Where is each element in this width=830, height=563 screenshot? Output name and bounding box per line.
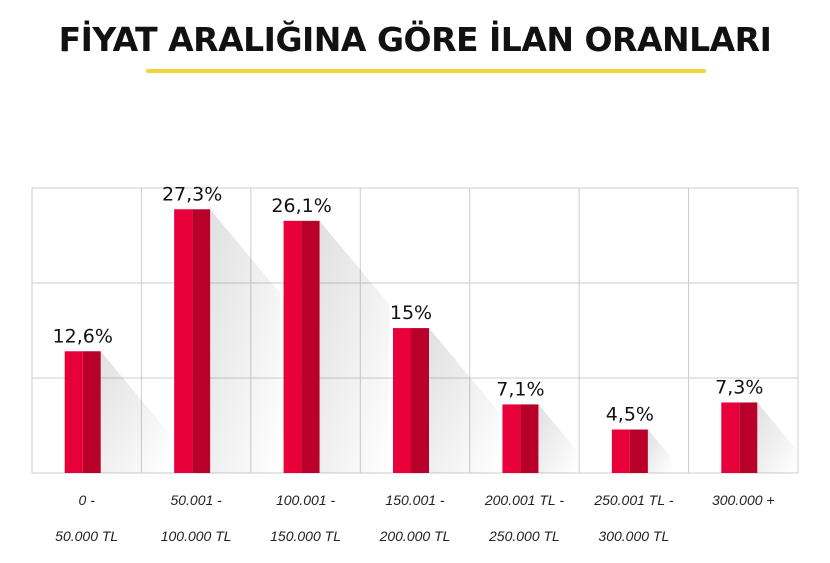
data-label-6: 7,3% bbox=[715, 376, 763, 398]
category-labels: 0 - 50.000 TL 50.001 - 100.000 TL 100.001 - 1… bbox=[55, 492, 774, 544]
bar-right-face-3 bbox=[411, 328, 429, 473]
category-label-0-line-2: 50.000 TL bbox=[55, 528, 118, 544]
category-label-0-line-1: 0 - bbox=[79, 492, 96, 508]
category-label-5-line-1: 250.001 TL - bbox=[593, 492, 673, 508]
bar-1 bbox=[174, 209, 211, 473]
data-label-0: 12,6% bbox=[53, 325, 113, 347]
bar-shadow-3 bbox=[429, 328, 499, 473]
data-label-3: 15% bbox=[390, 302, 432, 324]
title-underline bbox=[146, 69, 706, 73]
category-label-2-line-1: 100.001 - bbox=[276, 492, 335, 508]
bar-right-face-0 bbox=[82, 351, 101, 473]
category-label-6-line-1: 300.000 + bbox=[712, 492, 775, 508]
bar-right-face-4 bbox=[520, 404, 539, 473]
bar-left-face-2 bbox=[283, 220, 302, 473]
bar-shadow-0 bbox=[100, 351, 168, 473]
bar-shadow-4 bbox=[538, 404, 577, 473]
category-label-4-line-2: 250.000 TL bbox=[488, 528, 560, 544]
bar-shadow-5 bbox=[647, 429, 672, 473]
bar-left-face-3 bbox=[393, 328, 411, 473]
bar-2 bbox=[283, 220, 320, 473]
data-label-4: 7,1% bbox=[496, 378, 544, 400]
bar-6 bbox=[721, 402, 758, 473]
bar-right-face-1 bbox=[192, 209, 211, 473]
bar-right-face-2 bbox=[301, 220, 320, 473]
bar-4 bbox=[502, 404, 539, 473]
category-label-1-line-1: 50.001 - bbox=[170, 492, 222, 508]
data-label-5: 4,5% bbox=[606, 404, 654, 426]
category-label-5-line-2: 300.000 TL bbox=[598, 528, 669, 544]
bar-right-face-6 bbox=[739, 402, 758, 473]
bar-0 bbox=[64, 351, 101, 473]
data-labels: 12,6% 27,3% 26,1% 15% 7,1% 4,5% 7,3% bbox=[53, 183, 764, 425]
bar-shadow-1 bbox=[210, 209, 281, 473]
chart-title: FİYAT ARALIĞINA GÖRE İLAN ORANLARI bbox=[58, 20, 772, 59]
bar-5 bbox=[611, 429, 648, 473]
bar-shadow-2 bbox=[319, 220, 390, 473]
category-label-3-line-2: 200.000 TL bbox=[379, 528, 451, 544]
bar-shadow-6 bbox=[757, 402, 797, 473]
category-label-1-line-2: 100.000 TL bbox=[161, 528, 232, 544]
bar-left-face-5 bbox=[611, 429, 630, 473]
bar-left-face-1 bbox=[174, 209, 193, 473]
bar-left-face-4 bbox=[502, 404, 521, 473]
category-label-4-line-1: 200.001 TL - bbox=[484, 492, 564, 508]
bar-3 bbox=[393, 328, 429, 473]
bar-right-face-5 bbox=[629, 429, 648, 473]
bar-left-face-0 bbox=[64, 351, 83, 473]
data-label-1: 27,3% bbox=[162, 183, 222, 205]
bars bbox=[64, 209, 758, 473]
bar-left-face-6 bbox=[721, 402, 740, 473]
data-label-2: 26,1% bbox=[271, 195, 331, 217]
category-label-2-line-2: 150.000 TL bbox=[270, 528, 341, 544]
category-label-3-line-1: 150.001 - bbox=[385, 492, 444, 508]
bar-shadows bbox=[100, 209, 797, 473]
